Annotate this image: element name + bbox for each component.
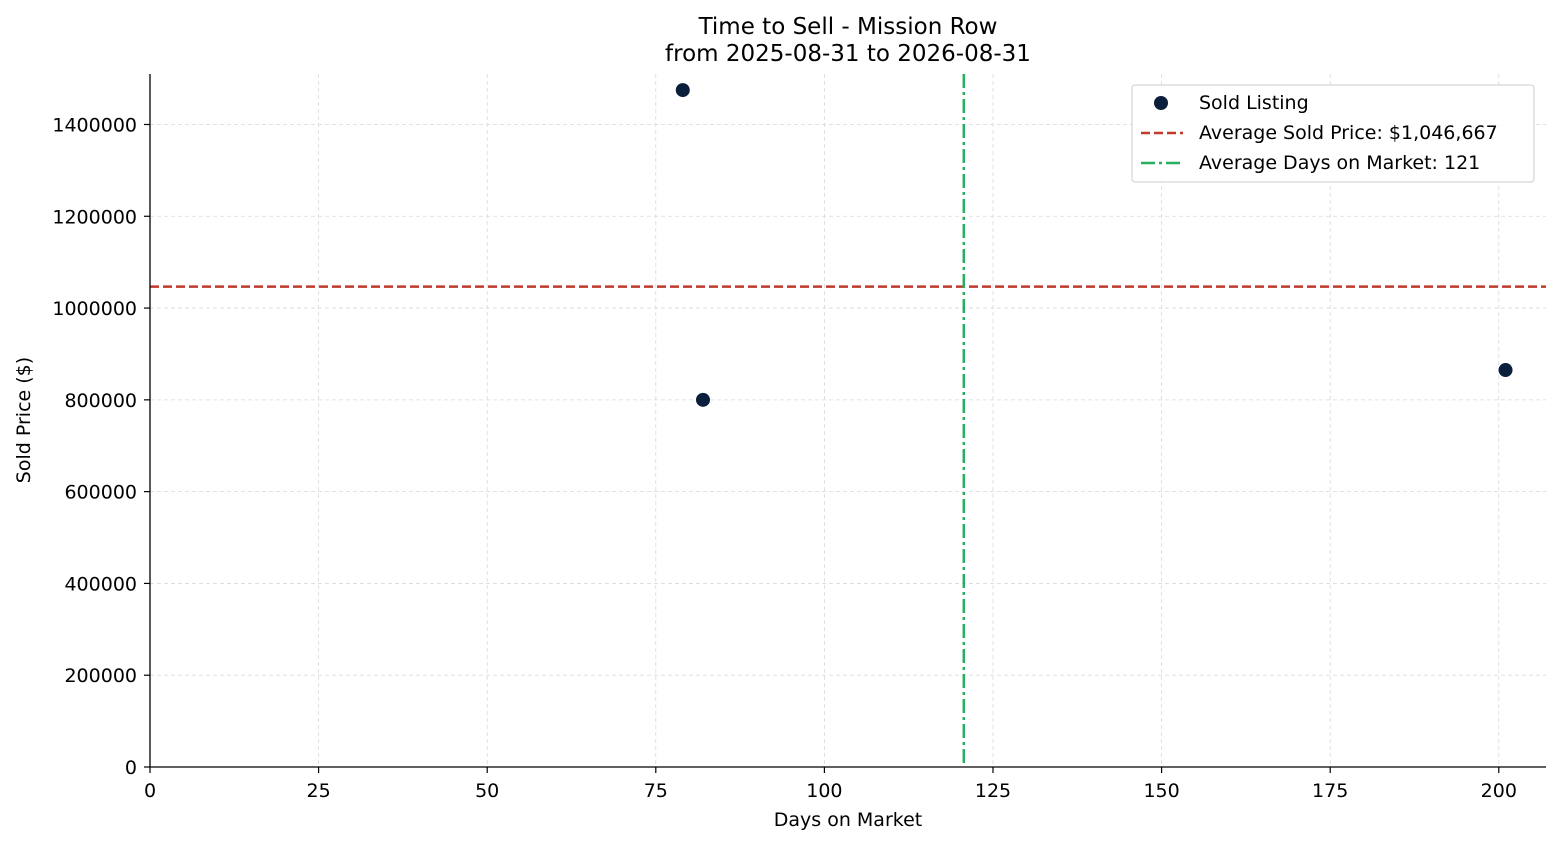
x-tick-label: 175 xyxy=(1312,780,1348,802)
legend-label-sold-listing: Sold Listing xyxy=(1199,92,1309,114)
y-tick-label: 1000000 xyxy=(52,298,137,320)
chart-subtitle: from 2025-08-31 to 2026-08-31 xyxy=(665,41,1031,67)
data-point xyxy=(675,83,690,98)
legend-frame xyxy=(1131,84,1535,183)
legend: Sold Listing Average Sold Price: $1,046,… xyxy=(1131,84,1535,183)
y-axis-label: Sold Price ($) xyxy=(13,357,35,483)
x-tick-label: 75 xyxy=(644,780,668,802)
y-tick-label: 800000 xyxy=(64,390,137,412)
chart-title: Time to Sell - Mission Row xyxy=(698,14,998,40)
y-tick-label: 1200000 xyxy=(52,206,137,228)
x-tick-label: 150 xyxy=(1143,780,1179,802)
legend-label-avg-price: Average Sold Price: $1,046,667 xyxy=(1199,122,1498,144)
y-tick-label: 400000 xyxy=(64,573,137,595)
data-point xyxy=(696,392,711,407)
x-tick-label: 50 xyxy=(475,780,499,802)
y-tick-label: 0 xyxy=(125,757,137,779)
y-tick-label: 1400000 xyxy=(52,114,137,136)
data-points xyxy=(675,83,1513,407)
y-ticks: 0 200000 400000 600000 800000 1000000 1200000 1… xyxy=(52,114,150,779)
x-ticks: 0 25 50 75 100 125 150 175 200 xyxy=(144,767,1517,802)
x-tick-label: 200 xyxy=(1481,780,1517,802)
reference-lines xyxy=(150,74,1546,767)
x-tick-label: 125 xyxy=(975,780,1011,802)
x-tick-label: 25 xyxy=(307,780,331,802)
legend-label-avg-days: Average Days on Market: 121 xyxy=(1199,152,1480,174)
y-tick-label: 200000 xyxy=(64,665,137,687)
data-point xyxy=(1498,363,1513,378)
legend-marker-sold-listing xyxy=(1154,96,1168,110)
grid xyxy=(149,74,1546,768)
x-axis-label: Days on Market xyxy=(774,809,922,831)
y-tick-label: 600000 xyxy=(64,482,137,504)
x-tick-label: 0 xyxy=(144,780,156,802)
x-tick-label: 100 xyxy=(806,780,842,802)
